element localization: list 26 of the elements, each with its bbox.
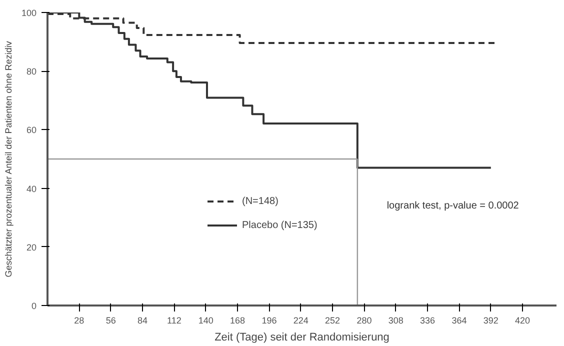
y-tick-label: 60 [26,125,37,136]
x-tick-label: 168 [230,316,246,326]
x-tick-label: 56 [106,316,116,326]
y-tick-label: 100 [21,8,37,18]
x-axis-title: Zeit (Tage) seit der Randomisierung [214,332,390,344]
y-tick-label: 0 [31,301,37,311]
x-tick-label: 28 [74,316,84,326]
annotation: logrank test, p-value = 0.0002 [386,200,520,212]
y-tick-label: 20 [26,242,37,252]
x-tick-label: 420 [515,316,530,326]
x-tick-label: 308 [388,316,404,326]
y-tick-label: 80 [26,66,37,77]
x-tick-label: 336 [420,316,436,326]
x-tick-label: 392 [483,316,498,326]
x-tick-label: 252 [325,316,340,326]
x-tick-label: 280 [356,316,372,326]
x-tick-label: 196 [262,316,277,326]
y-tick-label: 40 [26,184,37,194]
x-tick-label: 112 [167,316,182,326]
x-tick-label: 224 [293,316,308,326]
legend-label: (N=148) [242,196,278,206]
legend-label: Placebo (N=135) [242,220,318,230]
x-tick-label: 140 [198,316,214,326]
x-tick-label: 364 [452,316,467,326]
x-tick-label: 84 [138,316,148,326]
y-axis-title: Geschätzter prozentualer Anteil der Patienten ohne Rezidiv [3,40,14,278]
